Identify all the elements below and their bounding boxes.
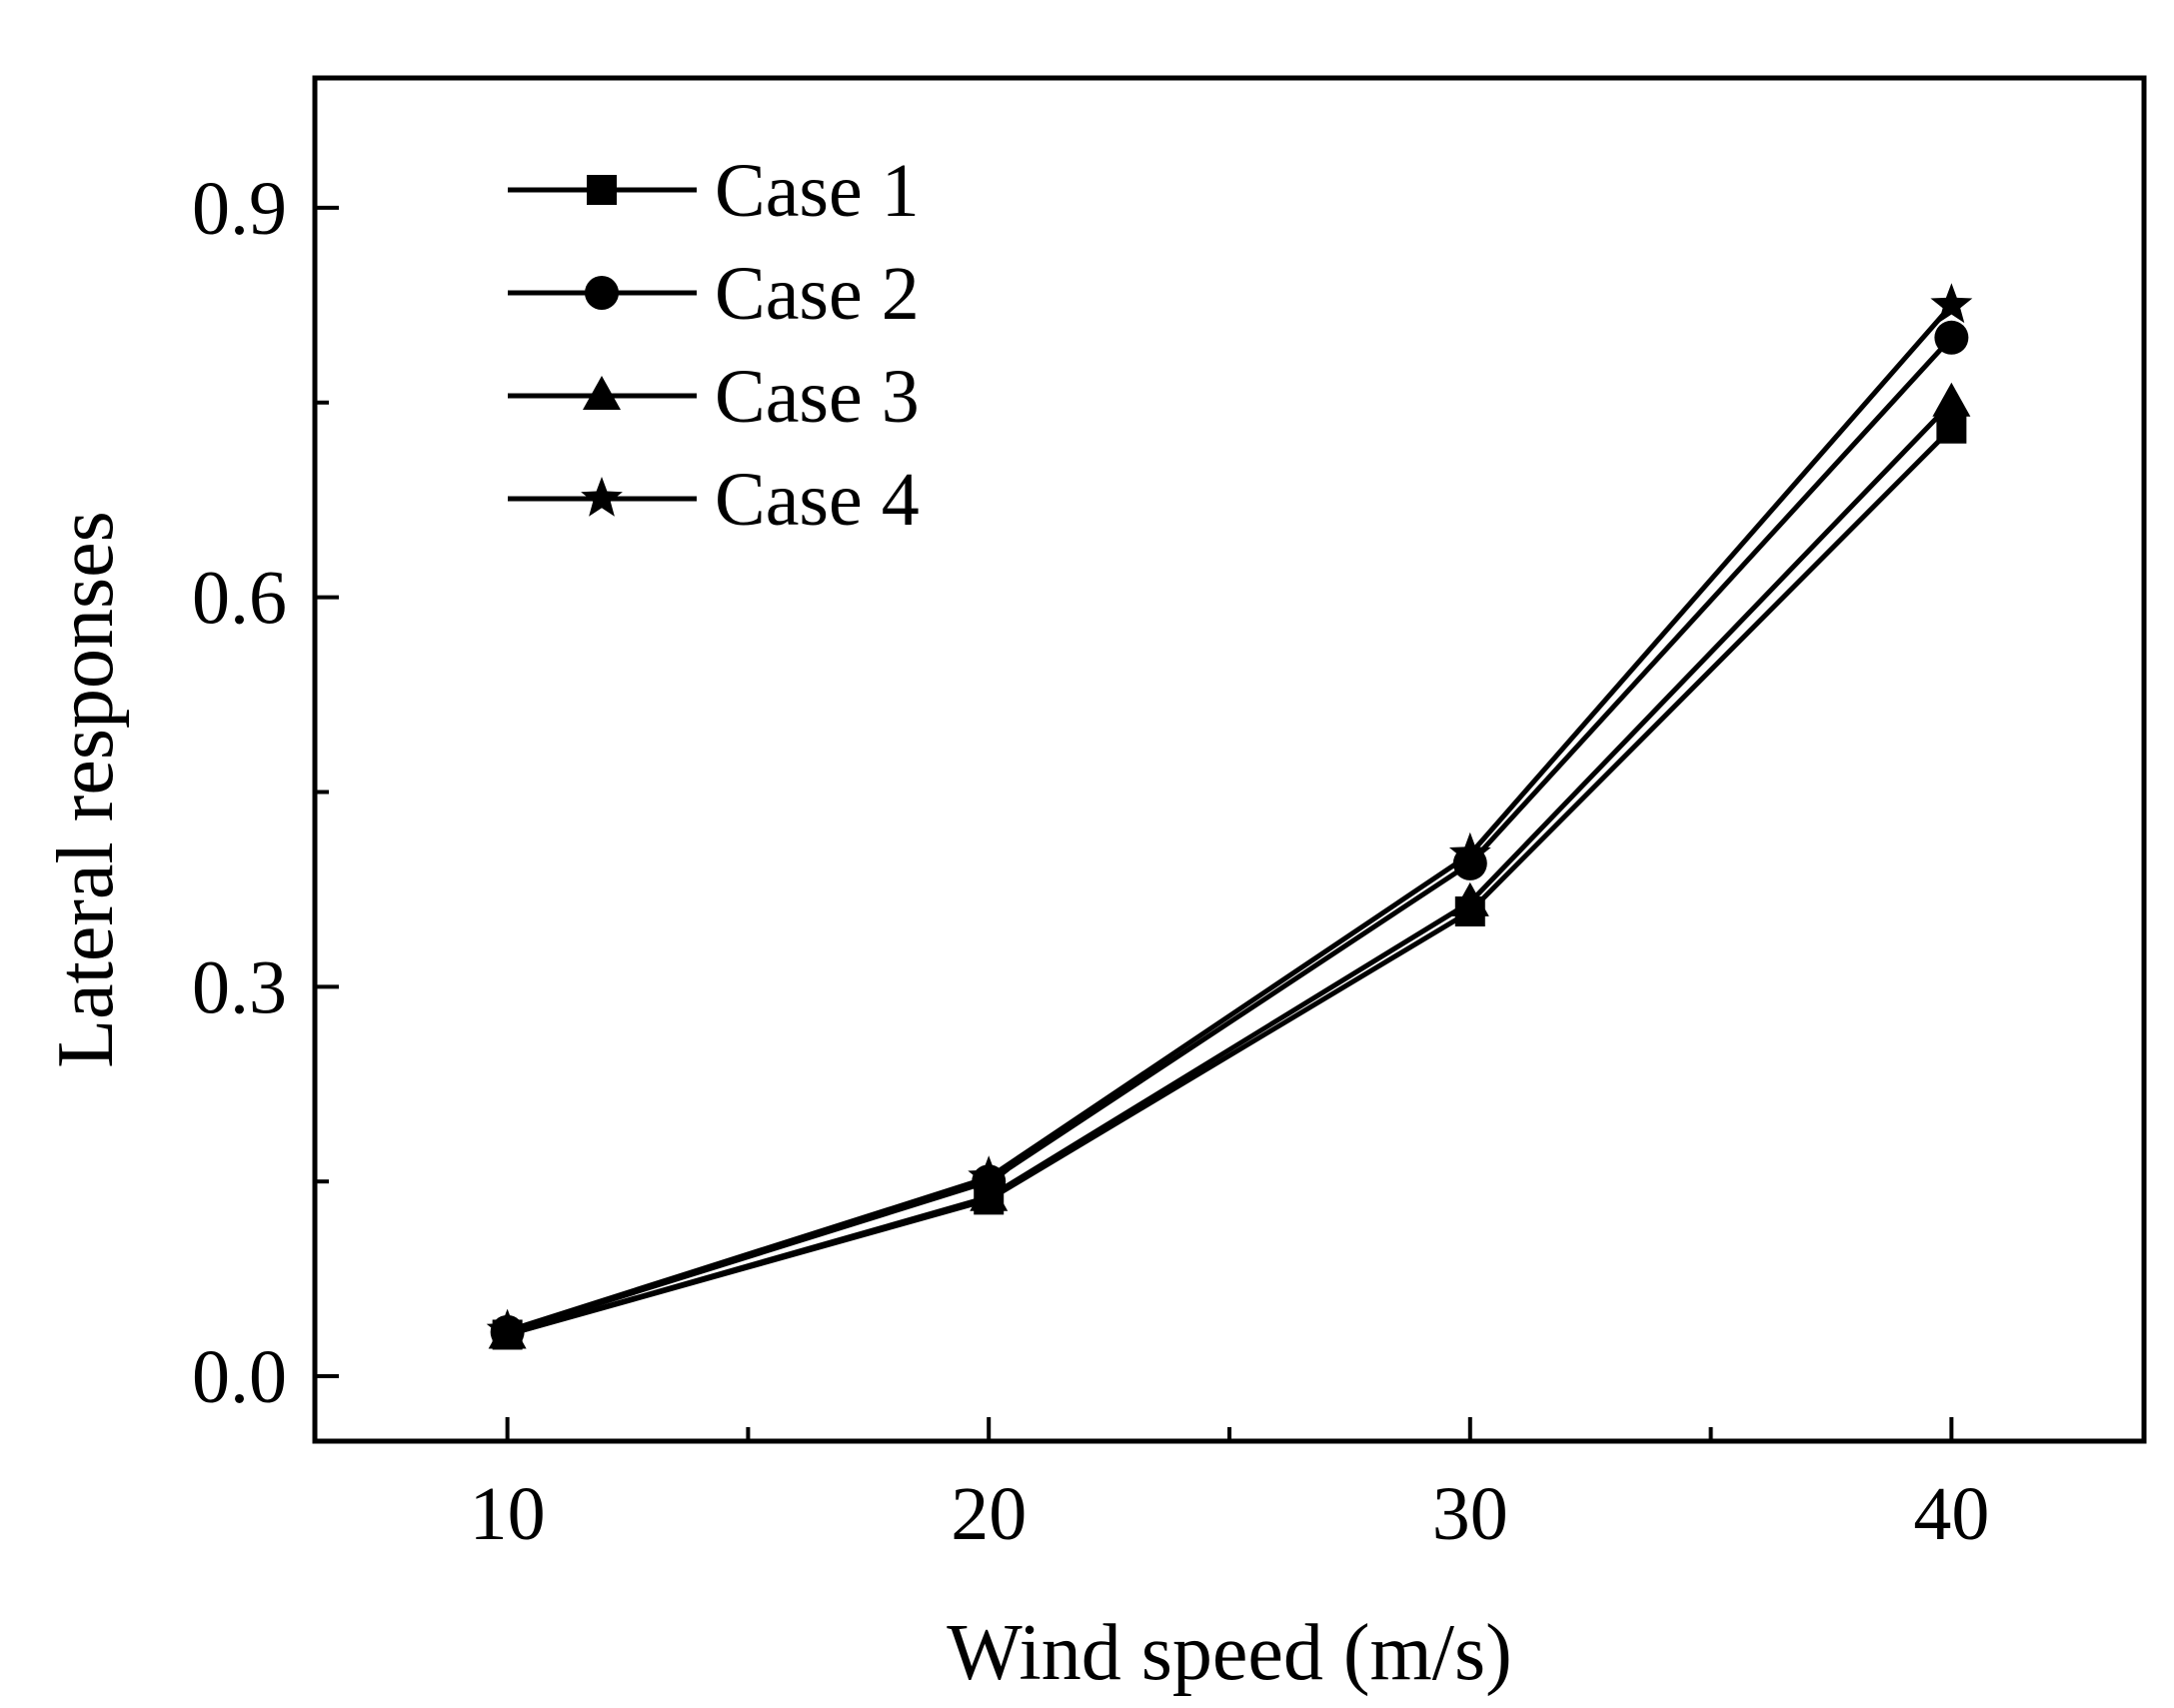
legend-label: Case 4 — [715, 458, 920, 542]
legend: Case 1 Case 2 Case 3 Case 4 — [508, 149, 920, 542]
legend-label: Case 1 — [715, 149, 920, 233]
y-tick-label: 0.9 — [192, 167, 287, 251]
legend-marker — [581, 477, 623, 517]
x-tick-label: 20 — [951, 1472, 1027, 1556]
series-line — [506, 303, 1954, 1333]
data-point — [1450, 881, 1489, 916]
data-point — [1930, 283, 1973, 324]
legend-item: Case 1 — [508, 149, 920, 233]
x-tick-label: 30 — [1432, 1472, 1508, 1556]
y-tick-label: 0.0 — [192, 1335, 287, 1419]
x-tick-label: 10 — [470, 1472, 546, 1556]
data-point — [486, 1308, 529, 1349]
series-layer — [486, 283, 1973, 1350]
series-4 — [486, 283, 1973, 1349]
x-axis-title: Wind speed (m/s) — [947, 1609, 1512, 1697]
series-2 — [490, 320, 1969, 1349]
data-point — [1932, 382, 1971, 417]
series-3 — [488, 382, 1971, 1349]
data-point — [968, 1155, 1011, 1196]
legend-marker — [583, 376, 621, 410]
data-point — [1448, 832, 1491, 872]
data-point — [1936, 413, 1967, 444]
data-point — [1934, 320, 1969, 355]
legend-marker — [585, 276, 619, 310]
legend-label: Case 2 — [715, 252, 920, 336]
y-axis-title: Lateral responses — [42, 511, 130, 1068]
y-tick-label: 0.3 — [192, 945, 287, 1029]
legend-item: Case 3 — [508, 355, 920, 439]
x-tick-label: 40 — [1913, 1472, 1989, 1556]
x-axis: 10 20 30 40 — [470, 1417, 1989, 1556]
legend-label: Case 3 — [715, 355, 920, 439]
legend-item: Case 2 — [508, 252, 920, 336]
series-1 — [492, 413, 1967, 1350]
legend-marker — [587, 175, 617, 205]
data-point — [970, 1176, 1009, 1211]
y-axis: 0.0 0.3 0.6 0.9 — [192, 167, 339, 1419]
legend-item: Case 4 — [508, 458, 920, 542]
series-line — [506, 426, 1954, 1337]
series-line — [506, 401, 1954, 1337]
y-tick-label: 0.6 — [192, 557, 287, 641]
